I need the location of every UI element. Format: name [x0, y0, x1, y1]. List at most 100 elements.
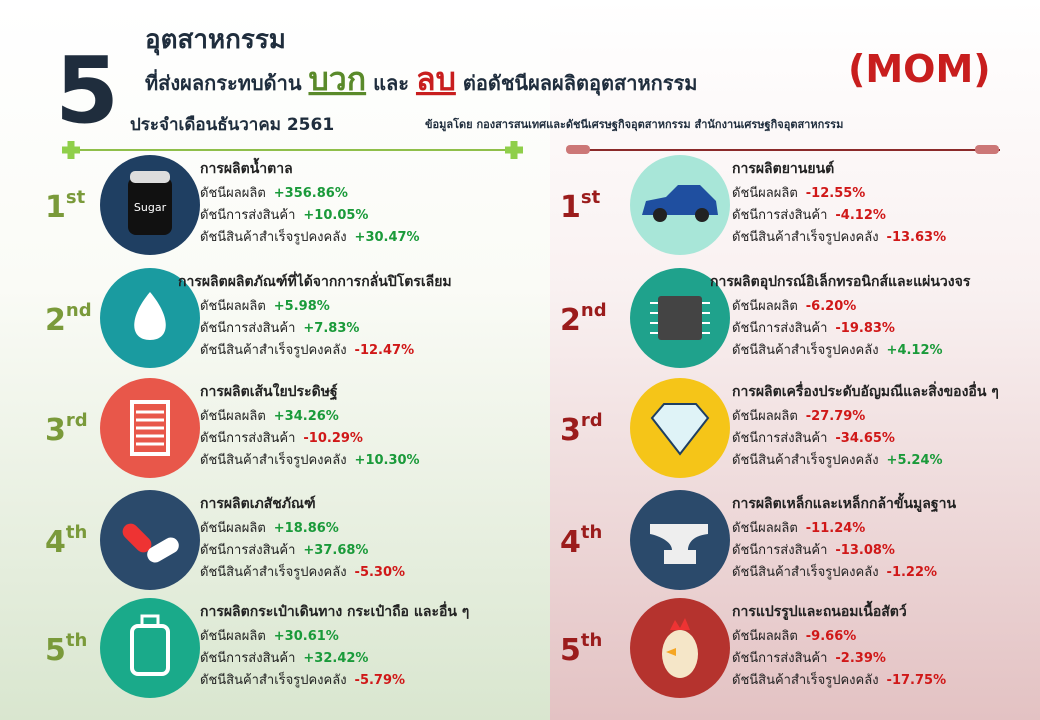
- item-title: การผลิตน้ำตาล: [200, 157, 293, 177]
- metric-label: ดัชนีผลผลิต: [732, 185, 798, 201]
- metric-label: ดัชนีผลผลิต: [200, 408, 266, 424]
- metric: ดัชนีสินค้าสำเร็จรูปคงคลัง -1.22%: [732, 562, 937, 580]
- metric-label: ดัชนีสินค้าสำเร็จรูปคงคลัง: [200, 340, 347, 358]
- metric-label: ดัชนีผลผลิต: [200, 185, 266, 201]
- metric-label: ดัชนีผลผลิต: [732, 628, 798, 644]
- rank: 2nd: [45, 300, 92, 338]
- icon-shape: [650, 524, 708, 564]
- metric: ดัชนีการส่งสินค้า -10.29%: [200, 430, 363, 446]
- metric-label: ดัชนีสินค้าสำเร็จรูปคงคลัง: [200, 227, 347, 245]
- icon-shape: [134, 292, 166, 340]
- metric-label: ดัชนีผลผลิต: [200, 628, 266, 644]
- metric-value: -5.30%: [355, 565, 406, 580]
- metric-value: +356.86%: [274, 186, 348, 201]
- rank-suffix: rd: [581, 410, 603, 431]
- icon-shape: [147, 537, 179, 563]
- metric: ดัชนีสินค้าสำเร็จรูปคงคลัง -13.63%: [732, 227, 946, 245]
- item-title: การแปรรูปและถนอมเนื้อสัตว์: [732, 600, 907, 620]
- metric-label: ดัชนีการส่งสินค้า: [732, 207, 827, 223]
- rank-suffix: th: [581, 630, 602, 651]
- metric: ดัชนีการส่งสินค้า -2.39%: [732, 650, 886, 666]
- metric: ดัชนีการส่งสินค้า -34.65%: [732, 430, 895, 446]
- item-title: การผลิตเหล็กและเหล็กกล้าขั้นมูลฐาน: [732, 492, 956, 513]
- plus-icon: [505, 141, 523, 159]
- metric: ดัชนีสินค้าสำเร็จรูปคงคลัง +10.30%: [200, 450, 420, 468]
- metric-value: -12.55%: [806, 186, 866, 201]
- metric-value: +34.26%: [274, 409, 339, 424]
- icon-circle: [100, 598, 200, 698]
- icon-shape: [695, 208, 709, 222]
- item-title: การผลิตผลิตภัณฑ์ที่ได้จากการกลั่นปิโตรเล…: [178, 271, 452, 290]
- metric-value: -2.39%: [835, 651, 886, 666]
- metric: ดัชนีการส่งสินค้า -13.08%: [732, 542, 895, 558]
- item-title: การผลิตกระเป๋าเดินทาง กระเป๋าถือ และอื่น…: [200, 601, 469, 620]
- metric-value: +10.30%: [355, 453, 420, 468]
- period: ประจำเดือนธันวาคม 2561: [130, 114, 334, 135]
- icon-shape: [140, 614, 160, 628]
- icon-shape: [642, 185, 718, 215]
- metric: ดัชนีการส่งสินค้า +7.83%: [200, 320, 359, 336]
- metric: ดัชนีผลผลิต +5.98%: [200, 298, 330, 314]
- metric-value: +7.83%: [303, 321, 359, 336]
- metric-value: -34.65%: [835, 431, 895, 446]
- metric-value: -19.83%: [835, 321, 895, 336]
- metric-value: +18.86%: [274, 521, 339, 536]
- metric-label: ดัชนีผลผลิต: [200, 520, 266, 536]
- icon-shape: [670, 618, 690, 630]
- metric: ดัชนีผลผลิต +34.26%: [200, 408, 339, 424]
- metric-label: ดัชนีการส่งสินค้า: [732, 542, 827, 558]
- metric-label: ดัชนีสินค้าสำเร็จรูปคงคลัง: [200, 562, 347, 580]
- metric-label: ดัชนีผลผลิต: [732, 408, 798, 424]
- metric-label: ดัชนีการส่งสินค้า: [200, 207, 295, 223]
- rank-number: 2: [560, 303, 581, 338]
- metric-value: -12.47%: [355, 343, 415, 358]
- metric-value: +5.24%: [887, 453, 943, 468]
- metric: ดัชนีการส่งสินค้า +37.68%: [200, 542, 368, 558]
- metric: ดัชนีการส่งสินค้า +32.42%: [200, 650, 368, 666]
- metric: ดัชนีสินค้าสำเร็จรูปคงคลัง +30.47%: [200, 227, 420, 245]
- metric-value: -13.08%: [835, 543, 895, 558]
- rank: 3rd: [560, 410, 603, 448]
- metric-value: -6.20%: [806, 299, 857, 314]
- rank: 2nd: [560, 300, 607, 338]
- rank: 3rd: [45, 410, 88, 448]
- right-background: [550, 0, 1040, 720]
- metric: ดัชนีการส่งสินค้า -19.83%: [732, 320, 895, 336]
- badge: (MOM): [848, 47, 991, 91]
- metric-label: ดัชนีการส่งสินค้า: [200, 650, 295, 666]
- plus-icon: [62, 141, 80, 159]
- metric-label: ดัชนีสินค้าสำเร็จรูปคงคลัง: [732, 670, 879, 688]
- positive-word: บวก: [308, 60, 366, 98]
- rank: 4th: [45, 522, 87, 560]
- rank-number: 1: [45, 190, 66, 225]
- metric-value: +5.98%: [274, 299, 330, 314]
- metric-value: +30.47%: [355, 230, 420, 245]
- metric: ดัชนีสินค้าสำเร็จรูปคงคลัง -12.47%: [200, 340, 414, 358]
- metric: ดัชนีผลผลิต -12.55%: [732, 185, 865, 201]
- metric: ดัชนีผลผลิต -6.20%: [732, 298, 856, 314]
- rank-number: 5: [45, 633, 66, 668]
- metric-label: ดัชนีสินค้าสำเร็จรูปคงคลัง: [732, 227, 879, 245]
- item-title: การผลิตยานยนต์: [732, 160, 834, 177]
- minus-icon: [566, 145, 590, 154]
- metric-label: ดัชนีสินค้าสำเร็จรูปคงคลัง: [732, 562, 879, 580]
- rank-suffix: rd: [66, 410, 88, 431]
- metric-label: ดัชนีผลผลิต: [732, 298, 798, 314]
- metric-value: -9.66%: [806, 629, 857, 644]
- negative-word: ลบ: [416, 60, 456, 98]
- rank-number: 2: [45, 303, 66, 338]
- metric-value: -11.24%: [806, 521, 866, 536]
- metric-label: ดัชนีผลผลิต: [200, 298, 266, 314]
- item-title: การผลิตเครื่องประดับอัญมณีและสิ่งของอื่น…: [732, 381, 999, 400]
- icon-shape: [130, 171, 170, 183]
- metric-label: ดัชนีการส่งสินค้า: [200, 320, 295, 336]
- rank-suffix: nd: [66, 300, 92, 321]
- metric: ดัชนีสินค้าสำเร็จรูปคงคลัง +4.12%: [732, 340, 943, 358]
- icon-shape: [122, 523, 152, 553]
- metric-value: -1.22%: [887, 565, 938, 580]
- metric-value: -13.63%: [887, 230, 947, 245]
- metric-value: +37.68%: [303, 543, 368, 558]
- item-title: การผลิตอุปกรณ์อิเล็กทรอนิกส์และแผ่นวงจร: [710, 272, 971, 290]
